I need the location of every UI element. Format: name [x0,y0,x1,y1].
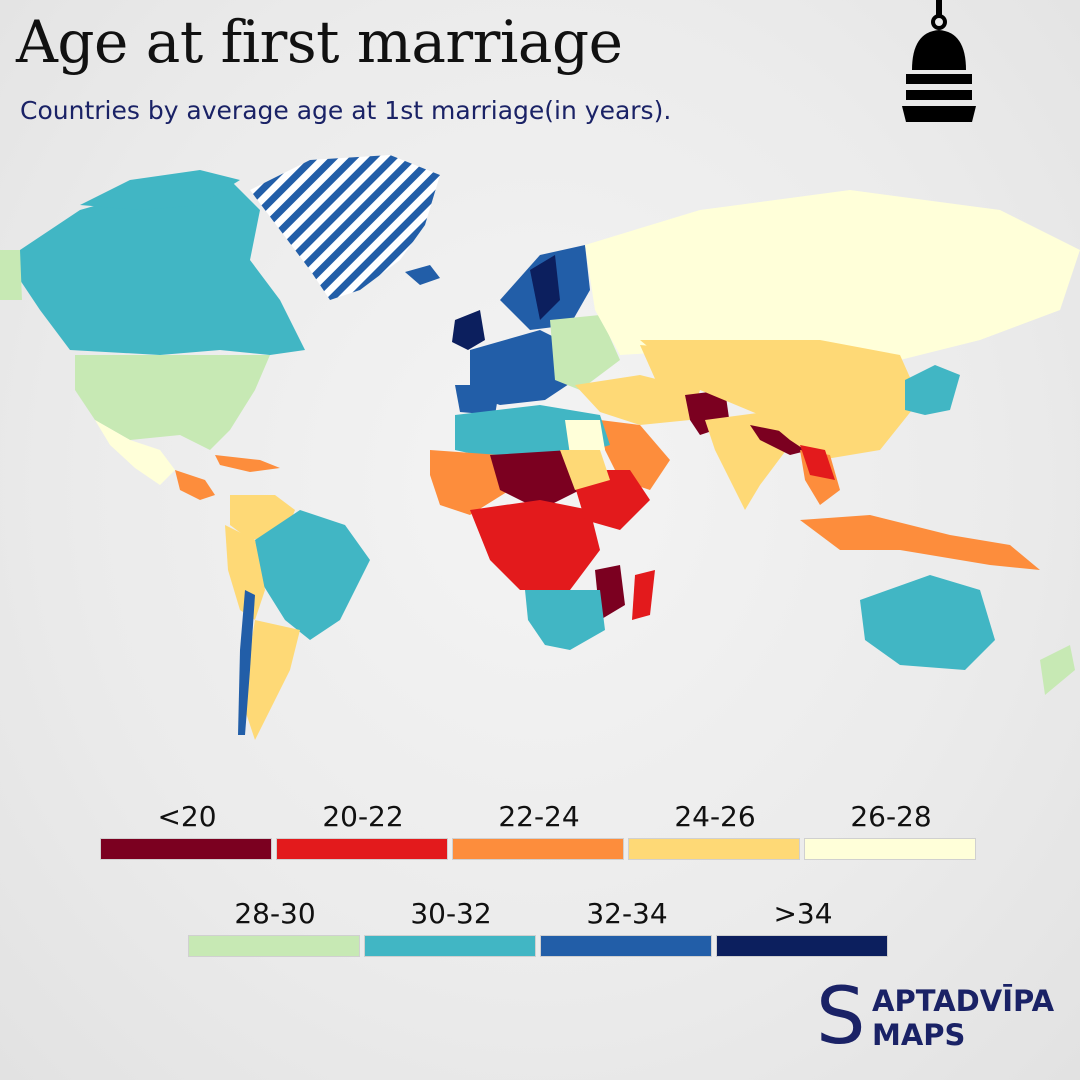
region-central-africa [470,500,600,590]
region-usa [75,355,270,450]
region-canada-islands [80,170,240,210]
legend-swatch [188,935,360,957]
region-indonesia [800,515,1040,570]
legend-swatch [100,838,272,860]
legend-item-28-30: 28-30 [188,897,362,977]
legend-swatch [716,935,888,957]
region-japan-korea [905,365,960,415]
region-sudan [560,450,610,490]
region-china [640,340,920,460]
legend-label: 32-34 [586,897,668,930]
legend-label: 20-22 [322,800,404,833]
legend-item-24-26: 24-26 [628,800,802,880]
legend-row-1: <20 20-22 22-24 24-26 26-28 [0,800,1080,880]
legend-label: 22-24 [498,800,580,833]
region-sweden [530,255,560,320]
legend-swatch [364,935,536,957]
legend-swatch [540,935,712,957]
bell-icon [902,0,976,122]
legend-label: 30-32 [410,897,492,930]
region-bangladesh-nepal [750,425,810,455]
region-canada [20,180,305,355]
region-central-america [175,470,215,500]
region-mexico [95,420,175,485]
brand-line-2: MAPS [872,1018,966,1052]
region-brazil [255,510,370,640]
region-laos-myanmar [800,445,835,480]
region-iberia [455,385,500,415]
region-southern-africa [525,590,605,650]
region-iceland [405,265,440,285]
legend-item-22-24: 22-24 [452,800,626,880]
region-greenland [250,155,440,300]
region-egypt [565,420,605,455]
region-peru-bolivia [225,525,265,620]
world-map [0,155,1080,740]
legend-row-2: 28-30 30-32 32-34 >34 [0,897,1080,977]
region-caribbean [215,455,280,472]
legend-swatch [276,838,448,860]
region-madagascar [632,570,655,620]
region-chile [238,590,255,735]
page-title: Age at first marriage [16,8,623,76]
region-new-zealand [1040,645,1075,695]
region-sahel [490,450,580,510]
region-argentina [245,620,300,740]
region-russia [585,190,1080,360]
legend-label: >34 [773,897,833,930]
page-subtitle: Countries by average age at 1st marriage… [20,96,672,125]
legend-label: 24-26 [674,800,756,833]
region-west-africa [430,450,510,515]
region-eastern-europe [550,315,620,390]
legend-label: 26-28 [850,800,932,833]
brand-line-1: APTADVĪPA [872,984,1055,1018]
legend-item-lt20: <20 [100,800,274,880]
legend-item-20-22: 20-22 [276,800,450,880]
brand-logo: S APTADVĪPA MAPS [816,972,1066,1062]
region-australia [860,575,995,670]
legend-label: 28-30 [234,897,316,930]
legend-swatch [452,838,624,860]
legend-swatch [628,838,800,860]
legend-item-26-28: 26-28 [804,800,978,880]
region-alaska [0,250,22,300]
region-mozambique [595,565,625,620]
legend-item-32-34: 32-34 [540,897,714,977]
legend-item-gt34: >34 [716,897,890,977]
legend-swatch [804,838,976,860]
brand-initial: S [816,972,866,1062]
legend-label: <20 [157,800,217,833]
legend-item-30-32: 30-32 [364,897,538,977]
region-uk-ireland [452,310,485,350]
